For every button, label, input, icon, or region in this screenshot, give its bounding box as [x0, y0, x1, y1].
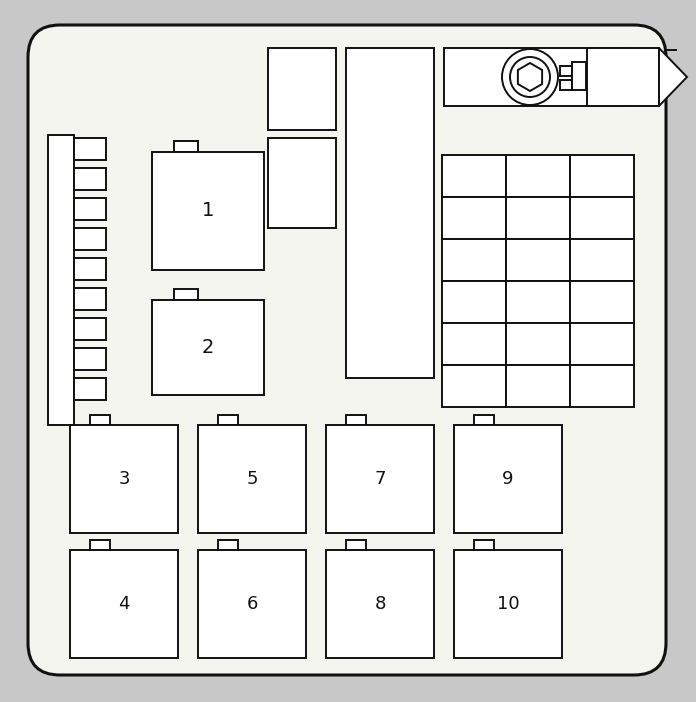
Bar — [74, 288, 106, 310]
Bar — [442, 323, 506, 365]
Bar — [442, 239, 506, 281]
Bar — [74, 318, 106, 340]
Bar — [570, 155, 634, 197]
Bar — [442, 197, 506, 239]
Text: 6: 6 — [246, 595, 258, 613]
Text: 2: 2 — [202, 338, 214, 357]
Bar — [570, 239, 634, 281]
Bar — [454, 550, 562, 658]
Bar — [506, 281, 570, 323]
Bar — [560, 66, 572, 76]
Bar — [74, 138, 106, 160]
Bar — [506, 323, 570, 365]
Bar — [474, 415, 494, 425]
Bar — [506, 197, 570, 239]
Bar — [74, 198, 106, 220]
Bar — [74, 228, 106, 250]
Bar — [572, 62, 586, 90]
Bar — [48, 135, 74, 425]
Bar — [444, 48, 624, 106]
Bar — [570, 281, 634, 323]
Bar — [506, 155, 570, 197]
Bar — [346, 415, 366, 425]
Bar — [442, 365, 506, 407]
Bar — [474, 540, 494, 550]
Circle shape — [510, 57, 550, 97]
Text: 8: 8 — [374, 595, 386, 613]
Bar — [152, 152, 264, 270]
Text: 4: 4 — [118, 595, 129, 613]
Polygon shape — [659, 48, 687, 106]
Bar — [90, 540, 110, 550]
Text: 1: 1 — [202, 201, 214, 220]
Bar — [152, 300, 264, 395]
Bar — [442, 155, 506, 197]
Bar — [570, 365, 634, 407]
Bar — [560, 80, 572, 90]
Bar — [174, 289, 198, 300]
Bar — [174, 141, 198, 152]
Bar — [326, 425, 434, 533]
Bar — [587, 48, 659, 106]
Bar — [506, 239, 570, 281]
Bar — [74, 258, 106, 280]
Text: 10: 10 — [497, 595, 519, 613]
Bar — [218, 540, 238, 550]
FancyBboxPatch shape — [28, 25, 666, 675]
Text: 5: 5 — [246, 470, 258, 488]
Text: 3: 3 — [118, 470, 129, 488]
Bar — [90, 415, 110, 425]
Bar — [70, 550, 178, 658]
Bar — [570, 323, 634, 365]
Bar — [326, 550, 434, 658]
Bar — [74, 348, 106, 370]
Bar — [74, 378, 106, 400]
Bar — [268, 48, 336, 130]
Bar — [570, 197, 634, 239]
Bar — [506, 365, 570, 407]
Text: 7: 7 — [374, 470, 386, 488]
Bar — [268, 138, 336, 228]
Bar — [346, 540, 366, 550]
Bar — [70, 425, 178, 533]
Circle shape — [502, 49, 558, 105]
Polygon shape — [518, 63, 542, 91]
Bar — [74, 168, 106, 190]
Text: 9: 9 — [503, 470, 514, 488]
Bar — [454, 425, 562, 533]
Bar — [442, 281, 506, 323]
Bar — [198, 425, 306, 533]
Bar — [198, 550, 306, 658]
Bar — [346, 48, 434, 378]
Bar — [218, 415, 238, 425]
